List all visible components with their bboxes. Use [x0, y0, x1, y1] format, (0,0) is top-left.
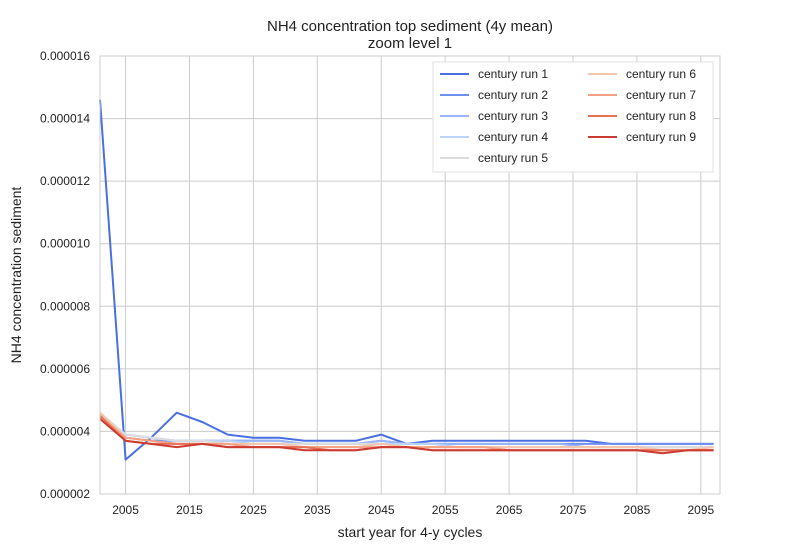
x-tick-label: 2065	[496, 503, 523, 517]
chart-subtitle: zoom level 1	[368, 35, 452, 52]
legend-label-6: century run 6	[626, 67, 696, 81]
x-tick-label: 2035	[304, 503, 331, 517]
legend-label-4: century run 4	[478, 130, 548, 144]
y-tick-label: 0.000004	[40, 424, 90, 438]
legend-label-1: century run 1	[478, 67, 548, 81]
legend-box	[432, 61, 714, 173]
legend-label-7: century run 7	[626, 88, 696, 102]
chart-title: NH4 concentration top sediment (4y mean)	[267, 18, 553, 35]
y-tick-label: 0.000014	[40, 112, 90, 126]
legend-label-5: century run 5	[478, 151, 548, 165]
x-tick-label: 2015	[176, 503, 203, 517]
legend: century run 1 century run 2 century run 3 c…	[432, 61, 714, 173]
x-tick-label: 2055	[432, 503, 459, 517]
y-axis-label: NH4 concentration sediment	[8, 187, 24, 364]
legend-label-9: century run 9	[626, 130, 696, 144]
x-tick-label: 2005	[112, 503, 139, 517]
legend-label-8: century run 8	[626, 109, 696, 123]
x-tick-label: 2025	[240, 503, 267, 517]
x-tick-label: 2075	[560, 503, 587, 517]
legend-label-3: century run 3	[478, 109, 548, 123]
x-tick-label: 2095	[687, 503, 714, 517]
series-lines	[99, 99, 714, 461]
y-tick-label: 0.000012	[40, 174, 90, 188]
x-tick-label: 2045	[368, 503, 395, 517]
legend-label-2: century run 2	[478, 88, 548, 102]
x-tick-label: 2085	[624, 503, 651, 517]
y-tick-label: 0.000016	[40, 49, 90, 63]
series-line-9	[99, 418, 714, 455]
x-axis-label: start year for 4-y cycles	[338, 524, 483, 540]
y-tick-label: 0.000010	[40, 237, 90, 251]
y-tick-label: 0.000002	[40, 487, 90, 501]
y-axis-ticks: 0.000002 0.000004 0.000006 0.000008 0.000010…	[40, 49, 90, 501]
y-tick-label: 0.000008	[40, 299, 90, 313]
plot-frame	[99, 55, 721, 495]
y-tick-label: 0.000006	[40, 362, 90, 376]
x-axis-ticks: 2005 2015 2025 2035 2045 2055 2065 2075 2085 2095	[112, 503, 714, 517]
